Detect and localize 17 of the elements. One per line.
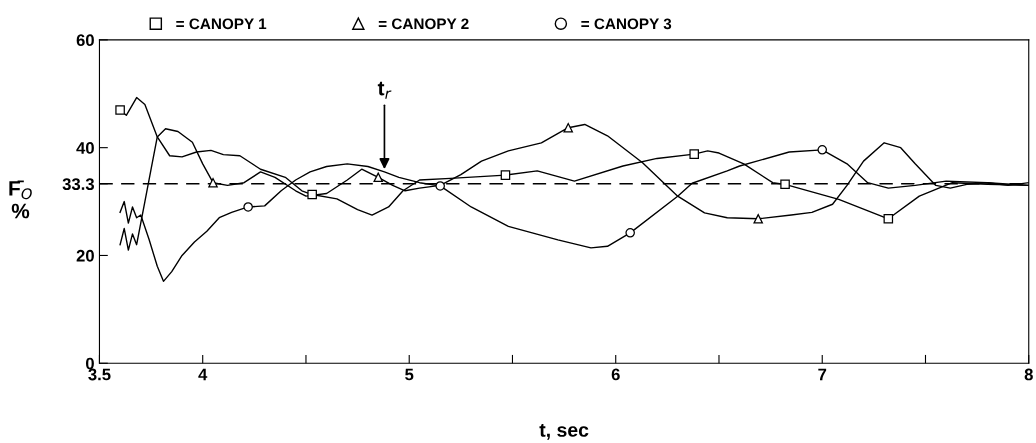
x-tick-label: 7 bbox=[818, 368, 827, 381]
y-axis-title: F̄$_{O}$ % bbox=[9, 180, 32, 219]
legend-label: = CANOPY 2 bbox=[378, 18, 469, 30]
x-tick-label: 3.5 bbox=[88, 368, 111, 381]
x-tick-label: 4 bbox=[198, 368, 208, 381]
x-tick-label: 5 bbox=[405, 368, 414, 381]
y-tick-label: 20 bbox=[76, 249, 94, 262]
legend-label: = CANOPY 1 bbox=[176, 18, 267, 30]
x-tick-label: 8 bbox=[1024, 368, 1033, 381]
x-axis-title: t, sec bbox=[539, 423, 589, 440]
y-tick-label: 60 bbox=[76, 34, 94, 47]
x-tick-label: 6 bbox=[611, 368, 620, 381]
legend-label: = CANOPY 3 bbox=[581, 18, 672, 30]
y-tick-label: 33.3 bbox=[62, 178, 94, 191]
y-tick-label: 40 bbox=[76, 142, 94, 154]
y-tick-label: 0 bbox=[85, 357, 94, 370]
annotation: t$_{r}$ bbox=[377, 81, 392, 99]
